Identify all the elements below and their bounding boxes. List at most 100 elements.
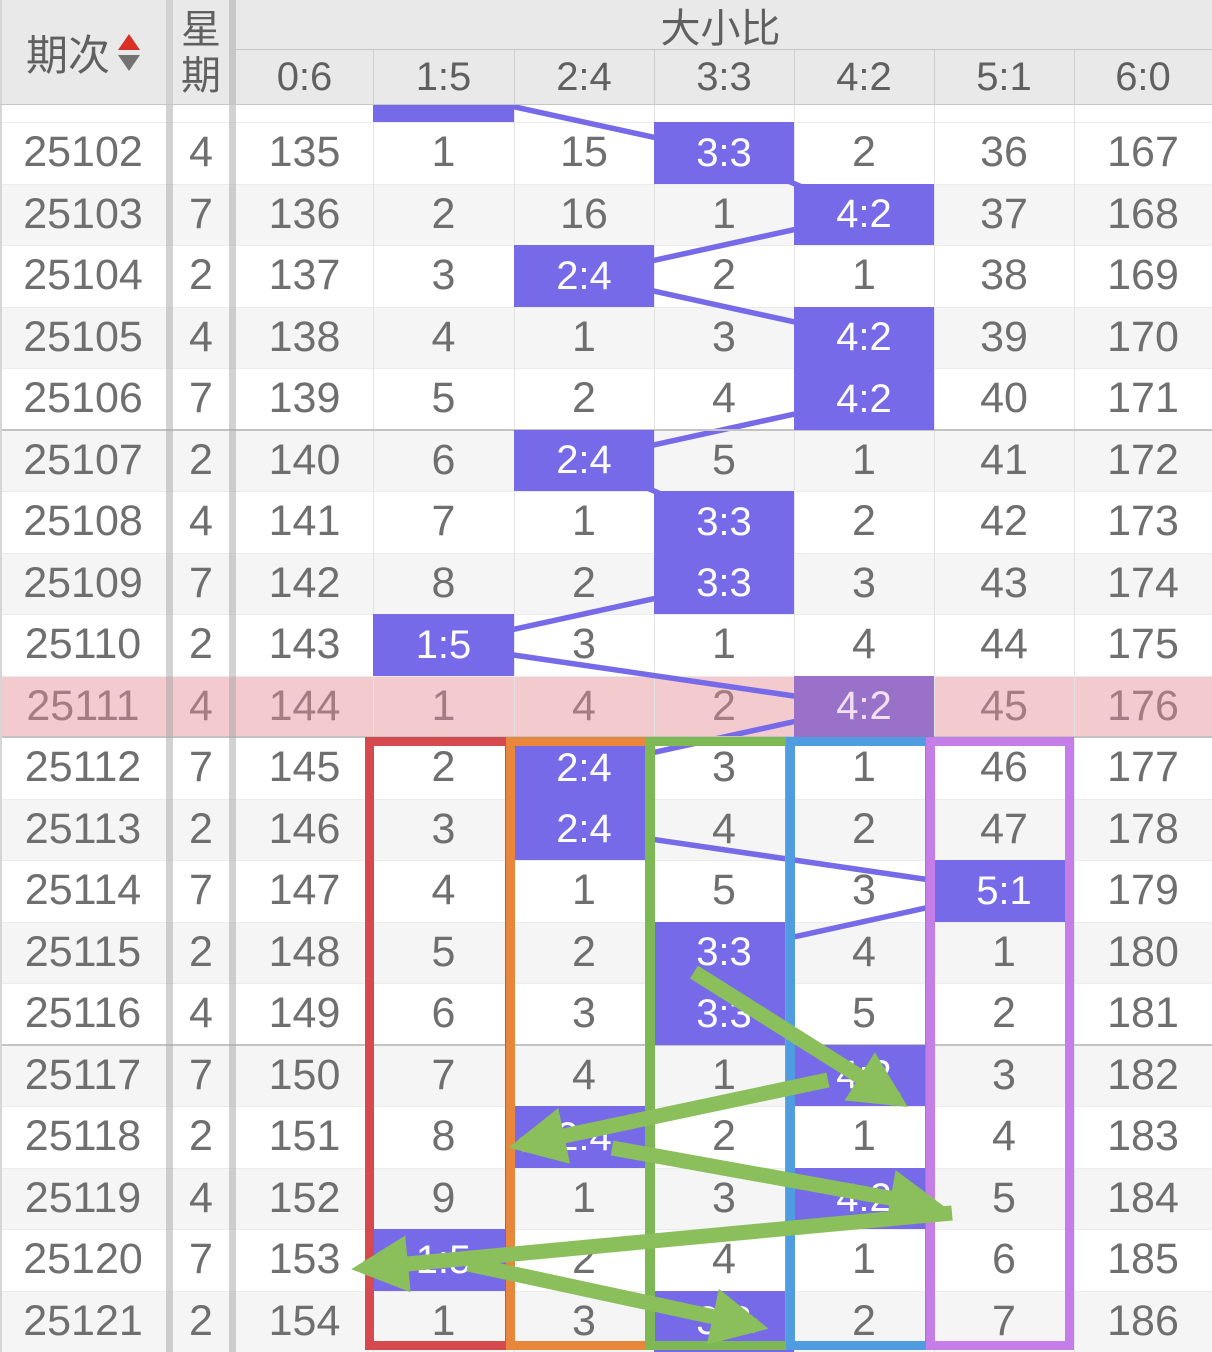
count-cell: 176 [1107, 681, 1179, 730]
count-cell: 169 [1107, 251, 1179, 300]
period-cell: 25107 [23, 435, 143, 484]
week-cell: 4 [189, 681, 213, 730]
count-cell: 1 [572, 312, 596, 361]
week-cell: 2 [189, 1296, 213, 1345]
count-cell: 1 [992, 927, 1016, 976]
week-cell: 4 [189, 989, 213, 1038]
count-cell: 144 [268, 681, 341, 730]
count-cell: 1 [572, 1173, 596, 1222]
count-cell: 43 [980, 558, 1028, 607]
header-column-divider [794, 50, 795, 105]
ratio-highlight-cell: 5:1 [934, 860, 1074, 922]
week-cell: 2 [189, 251, 213, 300]
sort-descending-icon[interactable] [118, 55, 140, 71]
ratio-highlight-cell: 3:3 [654, 983, 794, 1045]
week-cell: 2 [189, 1112, 213, 1161]
ratio-highlight-cell: 4:2 [794, 183, 934, 245]
count-cell: 5 [992, 1173, 1016, 1222]
ratio-column-header-3-3: 3:3 [696, 55, 752, 99]
count-cell: 8 [431, 558, 456, 607]
ratio-highlight-cell: 1:5 [373, 1229, 514, 1291]
ratio-column-header-4-2: 4:2 [836, 55, 892, 99]
week-cell: 2 [189, 435, 213, 484]
period-cell: 25109 [23, 558, 143, 607]
ratio-highlight-cell: 4:2 [794, 675, 934, 737]
count-cell: 4 [572, 681, 596, 730]
column-header-week: 星期 [173, 0, 229, 105]
count-cell: 2 [712, 1112, 736, 1161]
count-cell: 16 [560, 189, 608, 238]
sort-ascending-icon[interactable] [118, 34, 140, 50]
count-cell: 140 [268, 435, 341, 484]
ratio-highlight-cell: 2:4 [514, 737, 654, 799]
count-cell: 45 [980, 681, 1028, 730]
column-header-period[interactable]: 期次 [0, 0, 166, 105]
count-cell: 2 [852, 804, 876, 853]
count-cell: 2 [572, 374, 596, 423]
count-cell: 1 [852, 1235, 876, 1284]
count-cell: 1 [431, 128, 456, 177]
period-cell: 25102 [23, 128, 143, 177]
count-cell: 1 [572, 866, 596, 915]
count-cell: 185 [1107, 1235, 1179, 1284]
count-cell: 1 [852, 251, 876, 300]
week-cell: 2 [189, 927, 213, 976]
count-cell: 9 [431, 1173, 456, 1222]
count-cell: 7 [992, 1296, 1016, 1345]
count-cell: 154 [268, 1296, 341, 1345]
count-cell: 40 [980, 374, 1028, 423]
count-cell: 1 [712, 620, 736, 669]
count-cell: 3 [992, 1050, 1016, 1099]
count-cell: 44 [980, 620, 1028, 669]
count-cell: 5 [712, 866, 736, 915]
count-cell: 3 [431, 251, 456, 300]
period-cell: 25104 [23, 251, 143, 300]
count-cell: 46 [980, 743, 1028, 792]
header-column-divider [1074, 50, 1075, 105]
ratio-column-header-0-6: 0:6 [276, 55, 333, 99]
count-cell: 137 [268, 251, 341, 300]
period-cell: 25110 [24, 620, 142, 669]
period-cell: 25120 [23, 1235, 143, 1284]
count-cell: 149 [268, 989, 341, 1038]
week-cell: 7 [189, 558, 213, 607]
ratio-highlight-cell: 2:4 [514, 245, 654, 307]
period-cell: 25108 [23, 497, 143, 546]
count-cell: 142 [268, 558, 341, 607]
ratio-highlight-cell: 4:2 [794, 1167, 934, 1229]
count-cell: 186 [1107, 1296, 1179, 1345]
period-cell: 25117 [24, 1050, 142, 1099]
ratio-subheader-row: 0:6 1:5 2:4 3:3 4:2 5:1 6:0 [229, 50, 1212, 105]
ratio-highlight-cell: 2:4 [514, 798, 654, 860]
period-cell: 25114 [24, 866, 142, 915]
count-cell: 180 [1107, 927, 1179, 976]
count-cell: 152 [268, 1173, 341, 1222]
count-cell: 2 [572, 927, 596, 976]
count-cell: 5 [431, 927, 456, 976]
count-cell: 2 [431, 189, 456, 238]
count-cell: 147 [268, 866, 341, 915]
column-divider [373, 105, 374, 1352]
count-cell: 177 [1107, 743, 1179, 792]
column-divider [1074, 105, 1075, 1352]
count-cell: 4 [431, 312, 456, 361]
week-cell: 4 [189, 312, 213, 361]
period-cell: 25113 [24, 804, 142, 853]
sort-control[interactable] [118, 34, 140, 71]
count-cell: 150 [268, 1050, 341, 1099]
period-cell: 25106 [23, 374, 143, 423]
count-cell: 3 [712, 1173, 736, 1222]
ratio-highlight-cell: 2:4 [514, 1106, 654, 1168]
count-cell: 153 [268, 1235, 341, 1284]
count-cell: 138 [268, 312, 341, 361]
count-cell: 6 [992, 1235, 1016, 1284]
week-cell: 7 [189, 189, 213, 238]
week-cell: 2 [189, 804, 213, 853]
vertical-divider-bar [166, 0, 173, 1352]
count-cell: 2 [572, 558, 596, 607]
count-cell: 3 [712, 743, 736, 792]
ratio-column-header-1-5: 1:5 [415, 55, 472, 99]
count-cell: 2 [712, 681, 736, 730]
count-cell: 3 [712, 312, 736, 361]
